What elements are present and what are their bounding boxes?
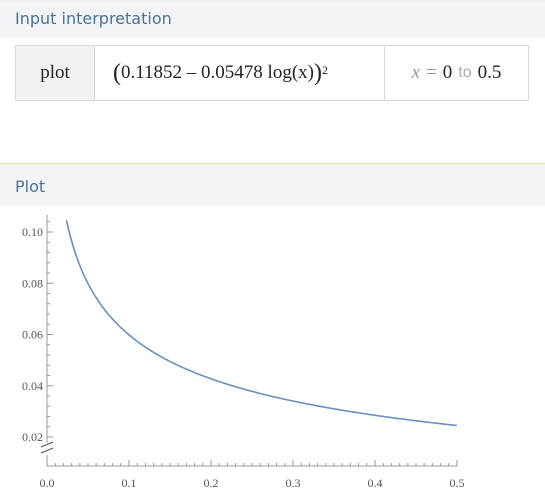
range-to-word: to [458, 64, 472, 81]
expression-cell: ( 0.11852 – 0.05478 log(x) ) 2 [95, 46, 385, 100]
input-interpretation-title: Input interpretation [15, 9, 172, 28]
range-cell: x = 0 to 0.5 [385, 46, 528, 100]
plot-chart: 0.0 0.1 0.2 0.3 0.4 0.5 0.02 0.04 0.06 0.08 0.10 [22, 215, 465, 490]
x-tick-label: 0.3 [286, 476, 301, 490]
function-curve [65, 220, 458, 427]
expression-text: 0.11852 – 0.05478 log(x) [121, 62, 314, 83]
y-tick-label: 0.04 [22, 379, 43, 393]
range-end: 0.5 [477, 62, 502, 83]
x-tick-label: 0.5 [450, 476, 465, 490]
x-tick-label: 0.0 [40, 476, 55, 490]
y-tick-label: 0.02 [22, 430, 43, 444]
function-label: plot [40, 62, 70, 83]
range-variable: x [411, 62, 421, 83]
exponent: 2 [321, 62, 328, 77]
range-equals: = [426, 62, 437, 83]
input-interpretation-header: Input interpretation [0, 0, 545, 38]
close-paren: ) [313, 60, 322, 86]
x-tick-label: 0.1 [122, 476, 137, 490]
plot-axes: 0.0 0.1 0.2 0.3 0.4 0.5 0.02 0.04 0.06 0.08 0.10 [22, 215, 465, 490]
interpretation-table: plot ( 0.11852 – 0.05478 log(x) ) 2 x = … [15, 45, 529, 101]
plot-header: Plot [0, 163, 545, 206]
axis-break-mark [40, 447, 54, 454]
y-tick-label: 0.10 [22, 225, 43, 239]
y-tick-label: 0.06 [22, 328, 43, 342]
range-start: 0 [442, 62, 453, 83]
x-tick-label: 0.2 [204, 476, 219, 490]
axis-break-mark [40, 441, 54, 448]
function-cell: plot [16, 46, 95, 100]
plot-title: Plot [15, 177, 46, 196]
curve-layer [65, 220, 458, 427]
y-tick-label: 0.08 [22, 276, 43, 290]
x-tick-label: 0.4 [368, 476, 383, 490]
open-paren: ( [113, 60, 121, 86]
